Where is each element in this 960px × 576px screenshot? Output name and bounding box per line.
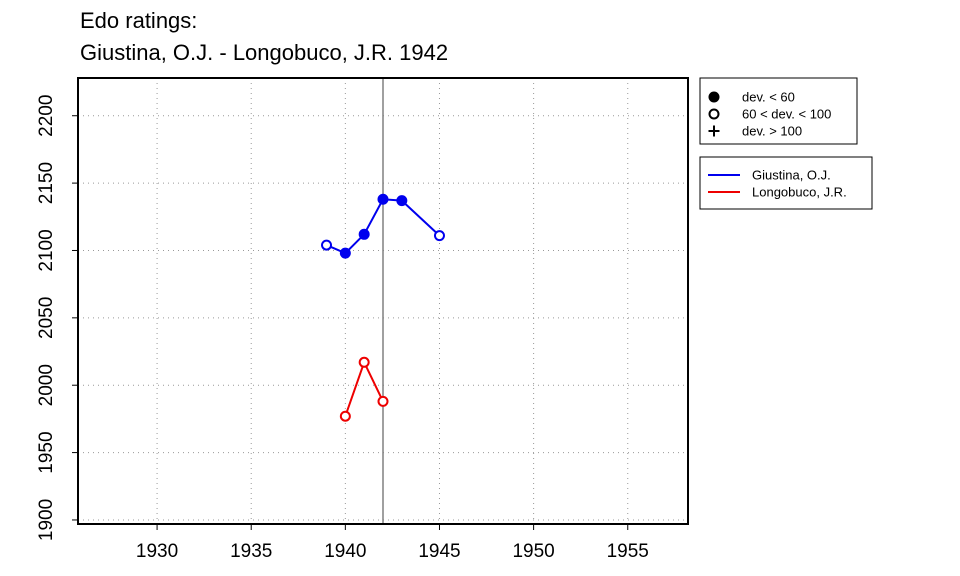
y-tick-label: 2100 (36, 229, 57, 271)
y-tick-label: 2150 (36, 162, 57, 204)
data-point (358, 356, 370, 368)
data-point (358, 228, 370, 240)
x-tick-label: 1955 (607, 541, 649, 562)
data-point (339, 410, 351, 422)
series-line (344, 359, 384, 417)
x-tick-label: 1950 (512, 541, 554, 562)
legends: dev. < 60 60 < dev. < 100 dev. > 100 Giusti… (699, 77, 873, 210)
series-legend-box (699, 156, 873, 210)
series-1 (339, 356, 389, 422)
x-tick-label: 1935 (230, 541, 272, 562)
series-legend-label: Longobuco, J.R. (752, 185, 847, 200)
y-tick-label: 1950 (36, 431, 57, 473)
axes: 1930 1935 1940 1945 1950 1955 1900 1950 2000 2050… (36, 95, 649, 562)
legend-marker-filled (708, 91, 720, 103)
data-point (433, 230, 445, 242)
y-tick-label: 1900 (36, 499, 57, 541)
x-tick-label: 1945 (418, 541, 460, 562)
data-point (321, 239, 333, 251)
y-tick-label: 2050 (36, 297, 57, 339)
series-legend: Giustina, O.J. Longobuco, J.R. (699, 156, 873, 210)
x-tick-label: 1940 (324, 541, 366, 562)
data-point (377, 193, 389, 205)
symbol-legend: dev. < 60 60 < dev. < 100 dev. > 100 (699, 77, 858, 145)
y-tick-label: 2000 (36, 364, 57, 406)
chart-title: Edo ratings: (80, 8, 198, 33)
symbol-legend-box (699, 77, 858, 145)
data-point (339, 247, 351, 259)
series-layer (321, 193, 445, 422)
legend-marker-open (708, 108, 720, 120)
y-tick-label: 2200 (36, 95, 57, 137)
symbol-legend-label: dev. < 60 (742, 90, 795, 105)
symbol-legend-label: 60 < dev. < 100 (742, 107, 831, 122)
symbol-legend-label: dev. > 100 (742, 124, 802, 139)
series-0 (321, 193, 445, 259)
chart-subtitle: Giustina, O.J. - Longobuco, J.R. 1942 (80, 40, 449, 65)
legend-marker-plus (708, 125, 720, 137)
data-point (377, 395, 389, 407)
data-point (396, 195, 408, 207)
series-legend-label: Giustina, O.J. (752, 168, 831, 183)
plot-frame (77, 77, 689, 525)
x-tick-label: 1930 (136, 541, 178, 562)
